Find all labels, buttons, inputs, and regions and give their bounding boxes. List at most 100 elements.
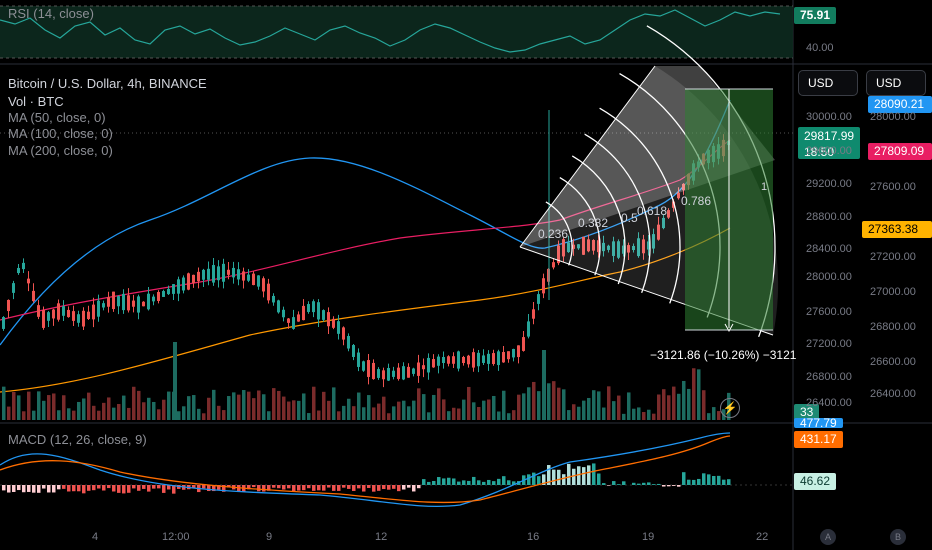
- volume-bar: [532, 381, 536, 420]
- macd-histogram-bar: [122, 485, 126, 494]
- macd-histogram-bar: [112, 485, 116, 492]
- macd-histogram-bar: [597, 473, 601, 485]
- candle-body: [477, 352, 480, 367]
- candle-body: [337, 321, 340, 334]
- candle-body: [617, 241, 620, 258]
- candle-body: [67, 309, 70, 318]
- volume-bar: [712, 407, 716, 420]
- currency-button-left[interactable]: USD: [798, 70, 858, 96]
- volume-bar: [507, 413, 511, 420]
- candle-body: [682, 183, 685, 191]
- candle-body: [597, 240, 600, 253]
- candle-body: [47, 312, 50, 321]
- candle-body: [182, 277, 185, 291]
- volume-bar: [257, 390, 261, 420]
- auto-scale-button[interactable]: A: [820, 529, 836, 545]
- candle-body: [127, 295, 130, 311]
- macd-histogram-bar: [572, 468, 576, 485]
- volume-bar: [37, 391, 41, 420]
- volume-bar: [487, 399, 491, 420]
- ma50-legend[interactable]: MA (50, close, 0): [8, 110, 106, 125]
- candle-body: [107, 297, 110, 307]
- macd-line: [0, 432, 731, 507]
- candle-body: [592, 240, 595, 251]
- volume-bar: [587, 397, 591, 420]
- macd-histogram-bar: [507, 480, 511, 485]
- volume-bar: [697, 369, 701, 420]
- symbol-title[interactable]: Bitcoin / U.S. Dollar, 4h, BINANCE: [8, 76, 207, 91]
- candle-body: [392, 370, 395, 377]
- macd-histogram-bar: [77, 485, 81, 492]
- volume-bar: [497, 411, 501, 420]
- price-axis-label: 29200.00: [806, 178, 852, 190]
- macd-histogram-bar: [707, 474, 711, 485]
- macd-histogram-bar: [537, 476, 541, 485]
- macd-histogram-bar: [687, 479, 691, 485]
- candle-body: [362, 361, 365, 371]
- candle-body: [27, 278, 30, 284]
- volume-bar: [147, 397, 151, 420]
- volume-bar: [547, 383, 551, 420]
- macd-histogram-bar: [367, 485, 371, 488]
- volume-bar: [77, 401, 81, 420]
- volume-bar: [177, 411, 181, 420]
- candle-body: [122, 293, 125, 311]
- macd-histogram-bar: [532, 472, 536, 485]
- volume-bar: [702, 390, 706, 420]
- candle-body: [172, 284, 175, 294]
- last-price-tag: 29817.99 18:50: [798, 127, 860, 159]
- macd-histogram-bar: [552, 469, 556, 485]
- fib-arc: [559, 177, 601, 276]
- volume-bar: [602, 407, 606, 420]
- volume-bar: [682, 380, 686, 420]
- ma200-legend[interactable]: MA (200, close, 0): [8, 143, 113, 158]
- fib-arc: [545, 201, 573, 266]
- lightning-icon[interactable]: ⚡: [720, 398, 740, 418]
- time-axis-label: 16: [527, 531, 540, 543]
- candle-body: [632, 245, 635, 251]
- volume-bar: [417, 388, 421, 420]
- ma100-legend[interactable]: MA (100, close, 0): [8, 126, 113, 141]
- volume-bar: [482, 400, 486, 420]
- macd-histogram-bar: [712, 476, 716, 485]
- volume-bar: [352, 406, 356, 420]
- macd-histogram-bar: [667, 485, 671, 487]
- candle-body: [17, 267, 20, 274]
- candle-body: [637, 238, 640, 257]
- candle-body: [437, 356, 440, 366]
- candle-body: [32, 290, 35, 302]
- candle-body: [587, 239, 590, 252]
- macd-histogram-bar: [217, 485, 221, 490]
- candle-body: [147, 293, 150, 310]
- volume-bar: [632, 408, 636, 420]
- candle-body: [202, 269, 205, 280]
- price-axis-label: 27200.00: [806, 338, 852, 350]
- volume-bar: [232, 392, 236, 420]
- macd-histogram-bar: [412, 485, 416, 492]
- candle-body: [572, 244, 575, 249]
- volume-legend[interactable]: Vol · BTC: [8, 94, 64, 109]
- macd-histogram-bar: [407, 485, 411, 488]
- volume-bar: [137, 390, 141, 420]
- macd-histogram-bar: [637, 483, 641, 485]
- candle-body: [312, 301, 315, 313]
- volume-bar: [167, 391, 171, 420]
- currency-button-right[interactable]: USD: [866, 70, 926, 96]
- settings-b-button[interactable]: B: [890, 529, 906, 545]
- candle-body: [342, 327, 345, 340]
- volume-bar: [662, 389, 666, 420]
- price-axis-label: 29600.00: [806, 145, 852, 157]
- candle-body: [287, 318, 290, 323]
- candle-body: [167, 288, 170, 295]
- fib-arc: [599, 107, 681, 304]
- candle-body: [57, 303, 60, 320]
- macd-histogram-bar: [692, 479, 696, 485]
- candle-body: [542, 278, 545, 294]
- macd-histogram-bar: [297, 485, 301, 491]
- candle-body: [537, 294, 540, 304]
- macd-histogram-bar: [392, 485, 396, 489]
- macd-histogram-bar: [312, 485, 316, 491]
- candle-body: [272, 295, 275, 303]
